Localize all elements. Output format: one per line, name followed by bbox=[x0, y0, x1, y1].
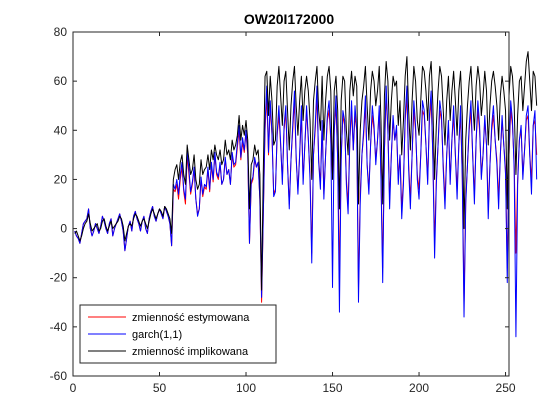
x-tick-label-4: 200 bbox=[409, 381, 429, 395]
tick-layer: 0 50 100 150 200 250 -60 -40 -20 0 20 40 60 80 bbox=[50, 25, 516, 395]
y-tick-label-1: -40 bbox=[50, 320, 68, 334]
series-line-2 bbox=[74, 51, 538, 291]
series-layer bbox=[74, 51, 538, 338]
legend-label-2: zmienność implikowana bbox=[132, 346, 249, 358]
x-tick-label-3: 150 bbox=[323, 381, 343, 395]
y-tick-label-0: -60 bbox=[50, 369, 68, 383]
y-tick-label-5: 40 bbox=[54, 123, 68, 137]
legend: zmienność estymowana garch(1,1) zmienność … bbox=[79, 304, 277, 364]
x-tick-label-0: 0 bbox=[70, 381, 77, 395]
series-line-1 bbox=[74, 85, 538, 338]
axes-box bbox=[72, 31, 510, 377]
legend-label-1: garch(1,1) bbox=[132, 329, 182, 341]
y-tick-label-3: 0 bbox=[60, 222, 67, 236]
axes-layer bbox=[72, 31, 510, 377]
y-tick-label-6: 60 bbox=[54, 74, 68, 88]
legend-label-0: zmienność estymowana bbox=[132, 312, 250, 324]
y-tick-label-2: -20 bbox=[50, 271, 68, 285]
x-tick-label-1: 50 bbox=[153, 381, 167, 395]
y-tick-label-4: 20 bbox=[54, 172, 68, 186]
y-tick-label-7: 80 bbox=[54, 25, 68, 39]
chart-title: OW20I172000 bbox=[244, 11, 334, 27]
x-tick-label-5: 250 bbox=[496, 381, 516, 395]
x-tick-label-2: 100 bbox=[236, 381, 256, 395]
